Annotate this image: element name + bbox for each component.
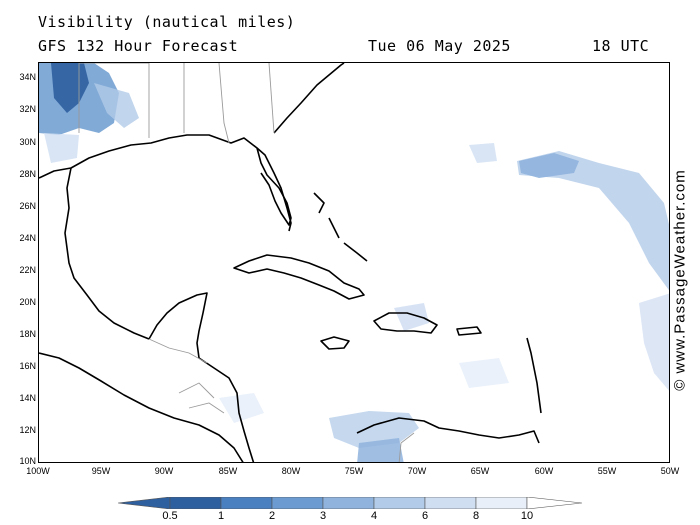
vis-patch-atl-3 [639, 293, 669, 391]
colorbar-seg-2 [220, 497, 273, 509]
lat-label-12n: 12N [19, 425, 36, 435]
vis-patch-atl-core [519, 153, 579, 178]
lat-label-18n: 18N [19, 329, 36, 339]
vis-patch-nw-2 [94, 83, 139, 128]
central-america [39, 352, 244, 462]
vis-patch-gulf-n [44, 133, 79, 163]
copyright-text: © www.PassageWeather.com [671, 169, 689, 391]
jamaica [320, 336, 350, 350]
colorbar-arrow-right [526, 497, 583, 509]
colorbar-seg-5 [373, 497, 426, 509]
lon-label-75w: 75W [344, 466, 364, 476]
hispaniola [373, 312, 438, 334]
border-mex-gt [148, 338, 208, 364]
vis-patch-nw-core [51, 63, 89, 113]
colorbar-seg-6 [424, 497, 477, 509]
bahamas-1 [313, 192, 325, 214]
colorbar-seg-4 [322, 497, 375, 509]
colorbar-label-1: 1 [217, 510, 225, 522]
lat-label-14n: 14N [19, 393, 36, 403]
colorbar-label-3: 3 [319, 510, 327, 522]
lat-label-22n: 22N [19, 265, 36, 275]
lat-label-20n: 20N [19, 297, 36, 307]
lat-label-26n: 26N [19, 201, 36, 211]
colorbar-seg-1 [169, 497, 222, 509]
border-ca-1 [178, 382, 215, 399]
map-svg [39, 63, 669, 462]
lon-label-95w: 95W [91, 466, 111, 476]
colorbar-label-0-5: 0.5 [162, 510, 178, 522]
lon-label-65w: 65W [470, 466, 490, 476]
lat-label-32n: 32N [19, 104, 36, 114]
chart-title: Visibility (nautical miles) [38, 13, 296, 31]
colorbar-label-8: 8 [472, 510, 480, 522]
border-us-5 [268, 63, 275, 134]
cuba [233, 254, 365, 300]
gulf-coast [39, 134, 292, 226]
us-east-coast [273, 63, 345, 134]
border-us-4 [218, 63, 230, 144]
valid-date: Tue 06 May 2025 [368, 37, 511, 55]
vis-patch-south [357, 438, 404, 462]
vis-patch-haiti [394, 303, 429, 331]
lat-label-24n: 24N [19, 233, 36, 243]
colorbar-label-4: 4 [370, 510, 378, 522]
yucatan [148, 292, 208, 359]
bahamas-3 [343, 242, 368, 262]
visibility-shading [39, 63, 669, 462]
lat-label-34n: 34N [19, 72, 36, 82]
lat-label-10n: 10N [19, 456, 36, 466]
vis-patch-carib-2 [459, 358, 509, 388]
lon-label-80w: 80W [281, 466, 301, 476]
map-panel [38, 62, 670, 463]
lon-label-55w: 55W [597, 466, 617, 476]
coastlines [39, 63, 542, 462]
lon-label-50w: 50W [660, 466, 680, 476]
borders [78, 63, 415, 462]
lon-label-90w: 90W [154, 466, 174, 476]
lat-label-28n: 28N [19, 169, 36, 179]
colorbar [118, 497, 583, 509]
venezuela-coast [356, 417, 540, 444]
central-america-east [198, 357, 255, 462]
valid-time: 18 UTC [592, 37, 650, 55]
colorbar-seg-3 [271, 497, 324, 509]
lat-label-16n: 16N [19, 361, 36, 371]
border-ca-2 [188, 402, 225, 414]
colorbar-label-6: 6 [421, 510, 429, 522]
lesser-antilles [526, 337, 542, 414]
colorbar-seg-7 [475, 497, 528, 509]
mexico-gulf-west [64, 167, 150, 340]
bahamas-2 [328, 217, 340, 239]
lon-label-85w: 85W [218, 466, 238, 476]
florida [256, 147, 292, 232]
puerto-rico [456, 326, 482, 336]
colorbar-arrow-left [118, 497, 171, 509]
vis-patch-atl-2 [469, 143, 497, 163]
colorbar-label-10: 10 [520, 510, 534, 522]
vis-patch-atl-1 [517, 151, 669, 291]
lon-label-100w: 100W [26, 466, 50, 476]
forecast-subtitle: GFS 132 Hour Forecast [38, 37, 239, 55]
vis-patch-carib-1 [219, 393, 264, 423]
border-co-ve [398, 432, 415, 462]
lon-label-60w: 60W [534, 466, 554, 476]
lat-label-30n: 30N [19, 137, 36, 147]
colorbar-label-2: 2 [268, 510, 276, 522]
lon-label-70w: 70W [407, 466, 427, 476]
